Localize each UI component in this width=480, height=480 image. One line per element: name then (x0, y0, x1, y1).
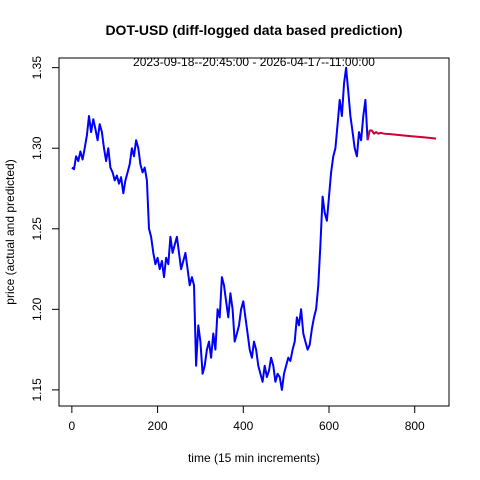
y-tick-label: 1.20 (30, 297, 44, 321)
x-tick-label: 0 (69, 419, 76, 433)
x-axis: 0 200 400 600 800 (69, 406, 425, 433)
chart-title: DOT-USD (diff-logged data based predicti… (105, 22, 402, 38)
x-tick-label: 200 (148, 419, 168, 433)
chart-subtitle: 2023-09-18--20:45:00 - 2026-04-17--11:00… (133, 55, 375, 69)
plot-frame (58, 57, 450, 407)
x-axis-label: time (15 min increments) (188, 451, 320, 465)
actual-price-line (71, 66, 369, 391)
y-axis-label: price (actual and predicted) (3, 159, 17, 304)
x-tick-label: 400 (233, 419, 253, 433)
x-tick-label: 600 (319, 419, 339, 433)
y-tick-label: 1.25 (30, 217, 44, 241)
y-tick-label: 1.35 (30, 56, 44, 80)
predicted-price-line (366, 129, 437, 141)
y-tick-label: 1.30 (30, 136, 44, 160)
y-axis: 1.15 1.20 1.25 1.30 1.35 (30, 56, 59, 402)
x-tick-label: 800 (405, 419, 425, 433)
y-tick-label: 1.15 (30, 378, 44, 402)
series-layer (71, 66, 437, 391)
